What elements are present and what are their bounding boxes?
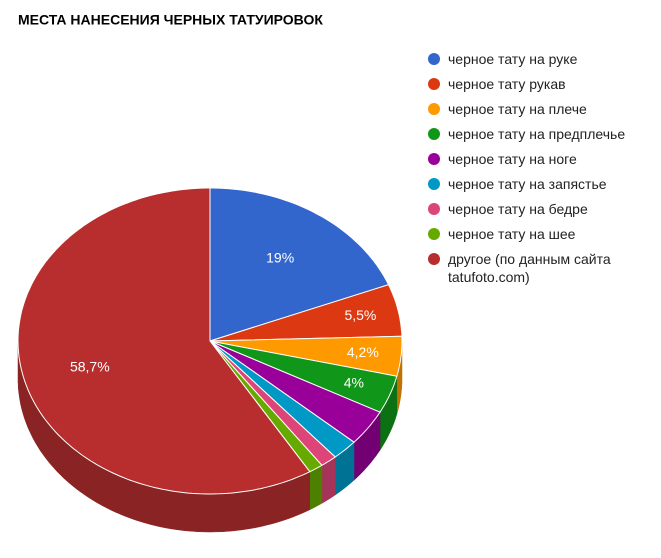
- legend-swatch: [428, 228, 440, 240]
- legend-label: черное тату на бедре: [448, 201, 588, 217]
- legend-item: черное тату на предплечье: [420, 125, 650, 143]
- legend-label: другое (по данным сайта tatufoto.com): [448, 251, 611, 285]
- legend-swatch: [428, 128, 440, 140]
- legend-swatch: [428, 178, 440, 190]
- legend-label: черное тату на ноге: [448, 151, 577, 167]
- legend-label: черное тату на запястье: [448, 176, 607, 192]
- slice: [209, 340, 336, 466]
- legend-label: черное тату рукав: [448, 76, 566, 92]
- slice-side: [309, 464, 323, 511]
- value-label: 58,7%: [70, 359, 110, 375]
- value-label: 19%: [266, 249, 294, 265]
- legend-item: черное тату на шее: [420, 225, 650, 243]
- legend-label: черное тату на плече: [448, 101, 587, 117]
- legend: черное тату на руке черное тату рукав черн…: [420, 50, 650, 293]
- legend-swatch: [428, 103, 440, 115]
- slice: [209, 340, 355, 458]
- legend-label: черное тату на шее: [448, 226, 576, 242]
- legend-swatch: [428, 153, 440, 165]
- legend-item: черное тату на запястье: [420, 175, 650, 193]
- slice: [209, 335, 403, 377]
- slice: [209, 340, 398, 413]
- legend-label: черное тату на руке: [448, 51, 578, 67]
- legend-item: другое (по данным сайта tatufoto.com): [420, 250, 650, 286]
- legend-swatch: [428, 78, 440, 90]
- legend-swatch: [428, 53, 440, 65]
- legend-item: черное тату на плече: [420, 100, 650, 118]
- slice: [209, 187, 390, 342]
- legend-item: черное тату на ноге: [420, 150, 650, 168]
- legend-swatch: [428, 253, 440, 265]
- chart-title: МЕСТА НАНЕСЕНИЯ ЧЕРНЫХ ТАТУИРОВОК: [18, 12, 323, 28]
- slice: [17, 187, 311, 495]
- legend-item: черное тату на руке: [420, 50, 650, 68]
- legend-label: черное тату на предплечье: [448, 126, 626, 142]
- slice: [209, 340, 381, 443]
- slice: [209, 284, 403, 342]
- value-label: 4,2%: [347, 344, 379, 360]
- legend-swatch: [428, 203, 440, 215]
- value-label: 5,5%: [344, 307, 376, 323]
- value-label: 4%: [344, 375, 364, 391]
- legend-item: черное тату на бедре: [420, 200, 650, 218]
- legend-item: черное тату рукав: [420, 75, 650, 93]
